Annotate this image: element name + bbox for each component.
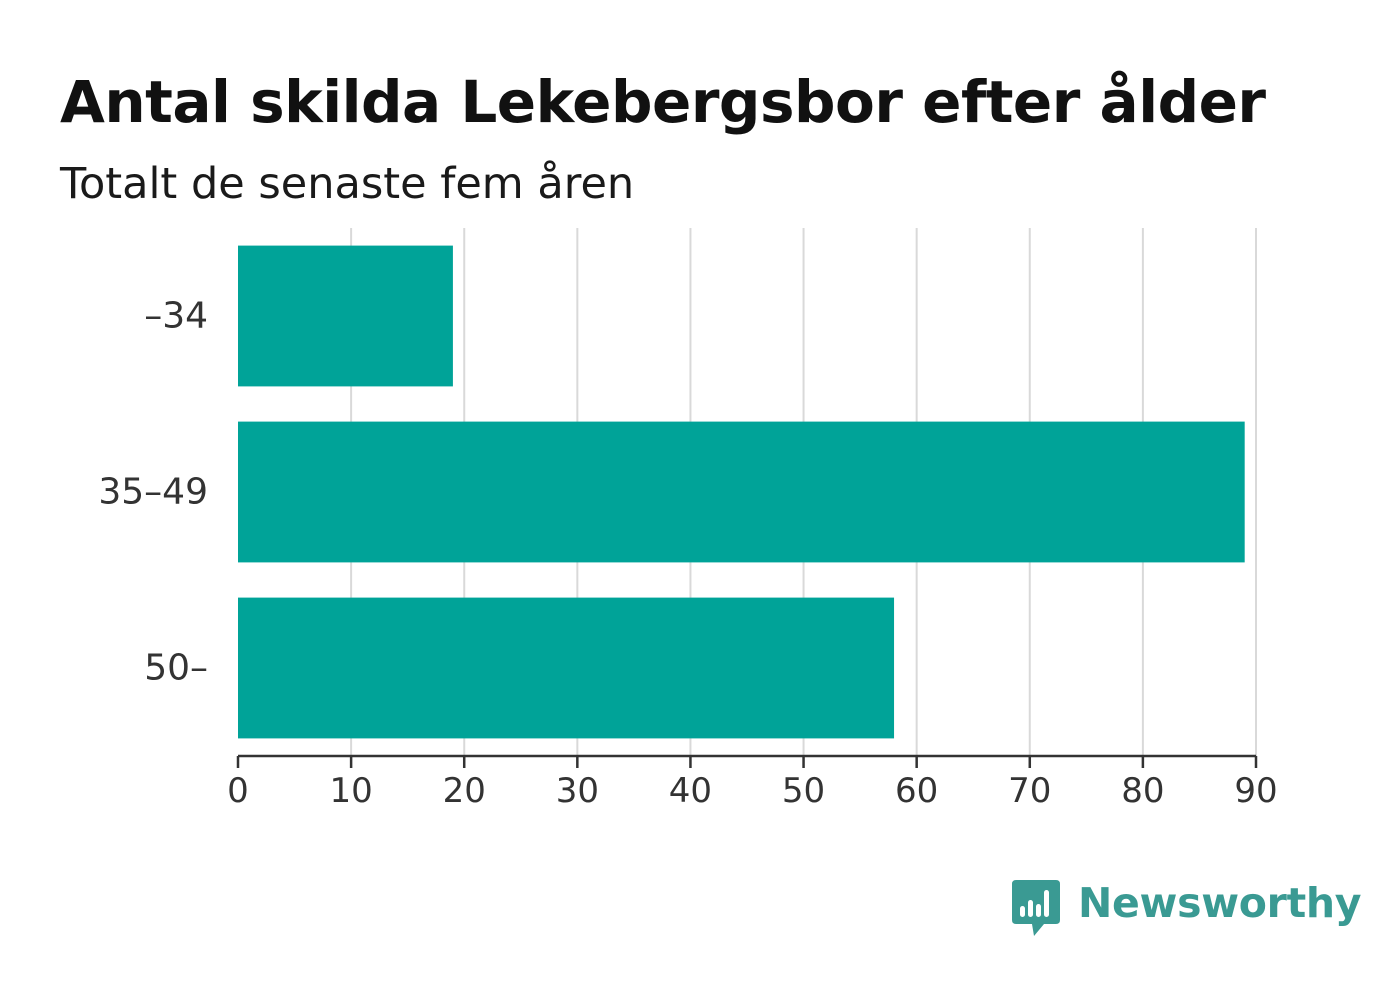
- brand-name: Newsworthy: [1078, 879, 1362, 927]
- x-tick-label: 80: [1121, 771, 1164, 811]
- newsworthy-logo-icon: [1012, 880, 1060, 936]
- bar-chart: 0 10 20 30 40 50 60 70 80 90 –34 35–49 50–: [98, 228, 1278, 811]
- x-tick-label: 60: [895, 771, 938, 811]
- x-tick-label: 40: [669, 771, 712, 811]
- category-label: –34: [144, 296, 208, 337]
- newsworthy-logo: Newsworthy: [1010, 878, 1361, 940]
- bars: [238, 245, 1245, 739]
- category-label: 35–49: [98, 472, 208, 513]
- chart-title: Antal skilda Lekebergsbor efter ålder: [60, 68, 1266, 136]
- x-axis: 0 10 20 30 40 50 60 70 80 90: [227, 754, 1278, 811]
- x-tick-label: 50: [782, 771, 825, 811]
- bar: [238, 245, 453, 387]
- x-tick-label: 30: [556, 771, 599, 811]
- x-tick-label: 0: [227, 771, 249, 811]
- x-tick-label: 10: [329, 771, 372, 811]
- x-tick-label: 70: [1008, 771, 1051, 811]
- chart-subtitle: Totalt de senaste fem åren: [60, 159, 635, 209]
- bar: [238, 421, 1245, 563]
- category-labels: –34 35–49 50–: [98, 296, 208, 689]
- x-tick-label: 90: [1234, 771, 1277, 811]
- x-tick-label: 20: [443, 771, 486, 811]
- bar: [238, 597, 895, 739]
- category-label: 50–: [144, 648, 208, 689]
